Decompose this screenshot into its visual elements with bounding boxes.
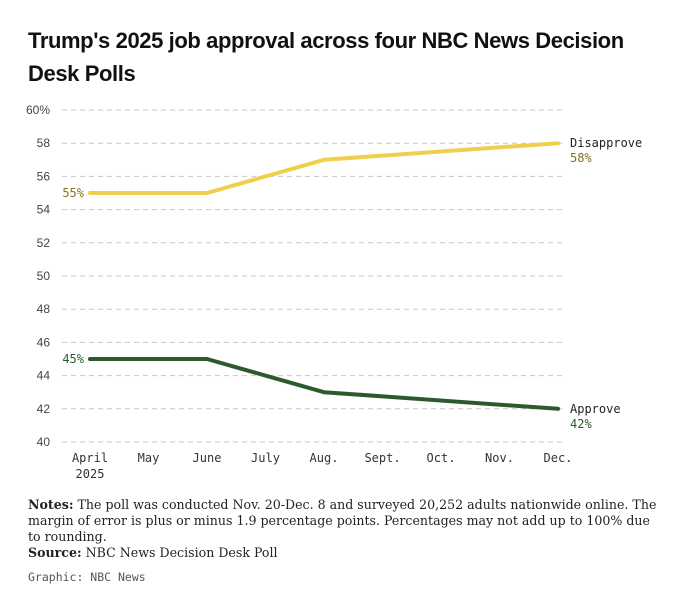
x-tick-label: Nov. <box>485 451 514 465</box>
series-name-label-disapprove: Disapprove <box>570 136 642 150</box>
x-tick-label: April <box>72 451 108 465</box>
x-tick-label: Sept. <box>364 451 400 465</box>
series-group <box>88 141 560 411</box>
x-tick-label: June <box>193 451 222 465</box>
y-tick-label: 60% <box>26 103 50 117</box>
y-tick-label: 48 <box>37 302 51 316</box>
source-line: Source: NBC News Decision Desk Poll <box>28 545 658 561</box>
line-chart: 40 42 44 46 48 50 52 54 56 58 60% April 2025 May June… <box>26 103 642 481</box>
y-tick-label: 40 <box>37 435 51 449</box>
x-tick-label: July <box>251 451 280 465</box>
series-name-label-approve: Approve <box>570 402 621 416</box>
x-tick-label: May <box>138 451 160 465</box>
x-tick-label: 2025 <box>76 467 105 481</box>
source-label: Source: <box>28 545 82 560</box>
y-tick-label: 56 <box>37 169 51 183</box>
series-line-disapprove <box>88 141 560 195</box>
x-tick-label: Dec. <box>544 451 573 465</box>
y-tick-label: 42 <box>37 402 51 416</box>
x-tick-label: Oct. <box>427 451 456 465</box>
end-value-label-approve: 42% <box>570 417 592 431</box>
chart-title: Trump's 2025 job approval across four NB… <box>28 28 624 86</box>
y-tick-label: 44 <box>37 369 51 383</box>
y-tick-label: 54 <box>37 203 51 217</box>
notes-text: The poll was conducted Nov. 20-Dec. 8 an… <box>28 497 657 544</box>
x-tick-label: Aug. <box>310 451 339 465</box>
notes-paragraph: Notes: The poll was conducted Nov. 20-De… <box>28 497 658 545</box>
x-axis: April 2025 May June July Aug. Sept. Oct. Nov. Dec… <box>72 451 573 481</box>
gridlines <box>62 109 566 443</box>
graphic-credit: Graphic: NBC News <box>28 570 146 584</box>
y-tick-label: 58 <box>37 136 51 150</box>
y-tick-label: 46 <box>37 335 51 349</box>
notes-block: Notes: The poll was conducted Nov. 20-De… <box>28 497 658 561</box>
series-line-approve <box>88 357 560 411</box>
start-value-label-disapprove: 55% <box>62 186 84 200</box>
source-text: NBC News Decision Desk Poll <box>85 545 278 560</box>
y-tick-label: 50 <box>37 269 51 283</box>
y-tick-label: 52 <box>37 236 51 250</box>
y-axis: 40 42 44 46 48 50 52 54 56 58 60% <box>26 103 50 449</box>
start-value-label-approve: 45% <box>62 352 84 366</box>
notes-label: Notes: <box>28 497 74 512</box>
end-value-label-disapprove: 58% <box>570 151 592 165</box>
